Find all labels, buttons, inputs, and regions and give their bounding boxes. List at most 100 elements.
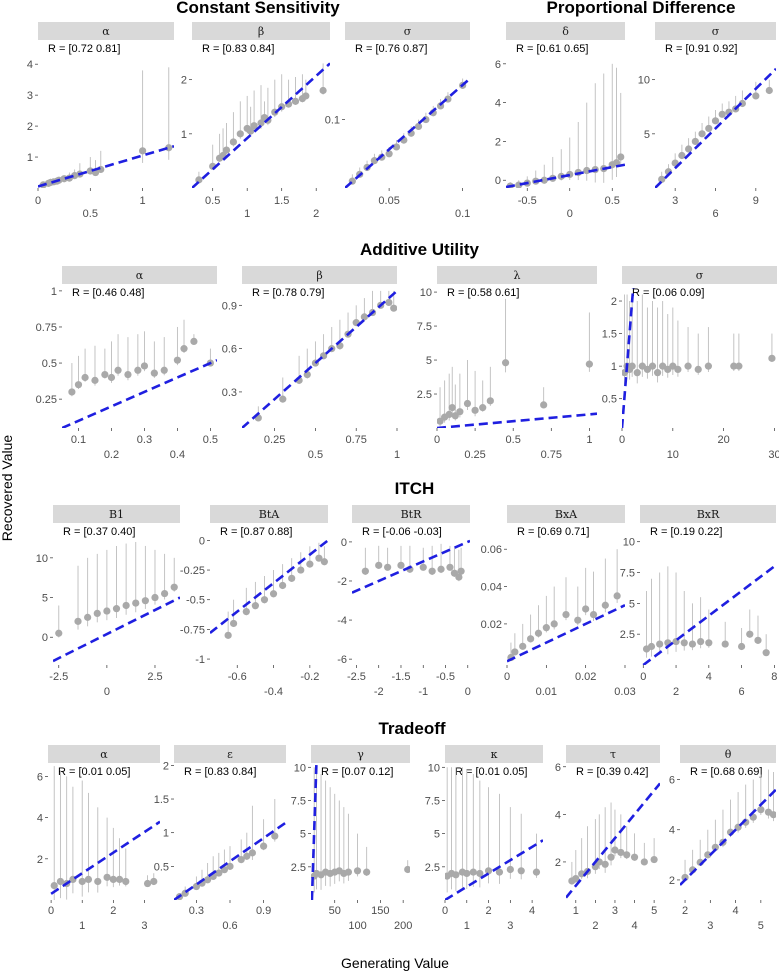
- y-tick-label: -0.75: [180, 624, 205, 636]
- section-title: Constant Sensitivity: [176, 0, 340, 17]
- correlation-label: R = [0.87 0.88]: [220, 526, 292, 538]
- facet-strip-label: β: [258, 25, 264, 38]
- data-layer: [50, 766, 160, 900]
- fit-line: [50, 820, 160, 895]
- y-tick-label: 0.9: [222, 300, 237, 312]
- x-tick-label: 1: [394, 449, 400, 461]
- data-point: [103, 607, 111, 615]
- data-point: [428, 567, 436, 575]
- facet-strip-label: α: [102, 25, 110, 38]
- y-tick-label: -4: [337, 615, 347, 627]
- x-tick-label: -2: [374, 686, 384, 698]
- section-title: ITCH: [395, 479, 435, 498]
- x-tick-label: 0: [640, 671, 646, 683]
- data-point: [463, 869, 471, 878]
- chart-section: Constant Sensitivity Proportional Differe…: [27, 0, 776, 220]
- x-tick-label: 3: [612, 905, 618, 917]
- y-tick-label: 6: [555, 762, 561, 774]
- x-tick-label: 2: [682, 905, 688, 917]
- facet-strip-label: α: [136, 269, 144, 282]
- x-tick-label: 2: [485, 905, 491, 917]
- fit-line: [655, 67, 776, 188]
- data-point: [150, 369, 158, 377]
- y-tick-label: 1: [181, 129, 187, 141]
- y-tick-label: 4: [669, 825, 675, 837]
- data-point: [691, 137, 699, 146]
- y-tick-label: -1: [195, 654, 205, 666]
- facet-strip: [345, 22, 470, 40]
- data-point: [623, 851, 631, 859]
- x-tick-label: 6: [739, 686, 745, 698]
- data-layer: [506, 63, 625, 188]
- data-point: [226, 862, 234, 870]
- x-tick-label: 2: [110, 905, 116, 917]
- x-tick-label: 0.02: [575, 671, 596, 683]
- correlation-label: R = [0.69 0.71]: [517, 526, 589, 538]
- data-point: [291, 97, 300, 105]
- facet-panel: BtR R = [-0.06 -0.03] -6 -4 -2 0 -2.5 -2 -1.5 -1-…: [337, 505, 471, 698]
- data-point: [540, 176, 548, 184]
- data-point: [124, 370, 132, 379]
- data-point: [84, 613, 92, 621]
- y-tick-label: 0.06: [481, 544, 502, 556]
- x-tick-label: 10: [667, 449, 679, 461]
- facet-strip-label: ε: [227, 748, 233, 761]
- correlation-label: R = [0.37 0.40]: [63, 526, 135, 538]
- data-point: [160, 366, 168, 374]
- fit-line: [506, 163, 625, 188]
- facet-panel: β R = [0.78 0.79] 0.3 0.6 0.9 0.25 0.5 0.75 1: [222, 266, 400, 461]
- y-tick-label: 6: [495, 59, 501, 71]
- section-title: Proportional Difference: [547, 0, 736, 17]
- data-point: [74, 617, 82, 625]
- x-tick-label: 0: [434, 434, 440, 446]
- x-tick-label: 0.25: [264, 434, 285, 446]
- data-point: [446, 563, 454, 571]
- y-tick-label: 0.5: [602, 394, 617, 406]
- fit-line: [680, 788, 776, 886]
- data-point: [404, 865, 410, 874]
- x-tick-label: 0.01: [536, 686, 557, 698]
- data-point: [746, 630, 754, 638]
- data-point: [765, 86, 773, 95]
- x-tick-label: 1: [140, 195, 146, 207]
- facet-panel: σ R = [0.76 0.87] 0.1 0.05 0.1: [325, 22, 470, 220]
- data-point: [109, 875, 117, 884]
- x-tick-label: 100: [348, 920, 366, 932]
- x-tick-label: 9: [753, 195, 759, 207]
- x-tick-label: 0.2: [104, 449, 119, 461]
- facet-strip-label: BxR: [697, 508, 720, 521]
- data-point: [495, 868, 504, 876]
- y-tick-label: 1: [163, 828, 169, 840]
- y-tick-label: 2.5: [417, 389, 432, 401]
- facet-strip-label: BxA: [555, 508, 578, 521]
- facet-strip-label: σ: [696, 269, 704, 282]
- chart-section: Tradeoff α R = [0.01 0.05] 2 4 6 0 1 2 3 ε R = [0.8…: [37, 719, 776, 932]
- data-point: [190, 337, 198, 346]
- y-axis-title: Recovered Value: [0, 435, 15, 542]
- y-tick-label: 5: [300, 829, 306, 841]
- facet-strip: [445, 745, 543, 763]
- data-point: [94, 877, 102, 886]
- x-tick-label: 1: [244, 208, 250, 220]
- data-point: [269, 590, 278, 598]
- data-point: [397, 561, 405, 569]
- data-point: [574, 616, 582, 624]
- data-point: [542, 624, 550, 632]
- facet-panel: δ R = [0.61 0.65] 0 2 4 6 -0.5 0 0.5: [495, 22, 625, 220]
- data-point: [769, 811, 776, 819]
- y-tick-label: 0: [42, 632, 48, 644]
- data-point: [735, 362, 743, 370]
- facet-strip: [640, 505, 776, 523]
- data-point: [768, 354, 776, 362]
- data-point: [132, 599, 140, 607]
- data-point: [601, 601, 609, 609]
- facet-panel: BxR R = [0.19 0.22] 2.5 5 7.5 10 0 2 4 6 8: [620, 505, 777, 698]
- fit-line: [242, 289, 397, 428]
- fit-line: [445, 839, 543, 900]
- y-tick-label: 4: [495, 98, 501, 110]
- data-point: [385, 298, 393, 307]
- data-point: [248, 849, 256, 857]
- data-layer: [192, 62, 330, 188]
- y-tick-label: 7.5: [417, 321, 432, 333]
- data-point: [476, 869, 484, 878]
